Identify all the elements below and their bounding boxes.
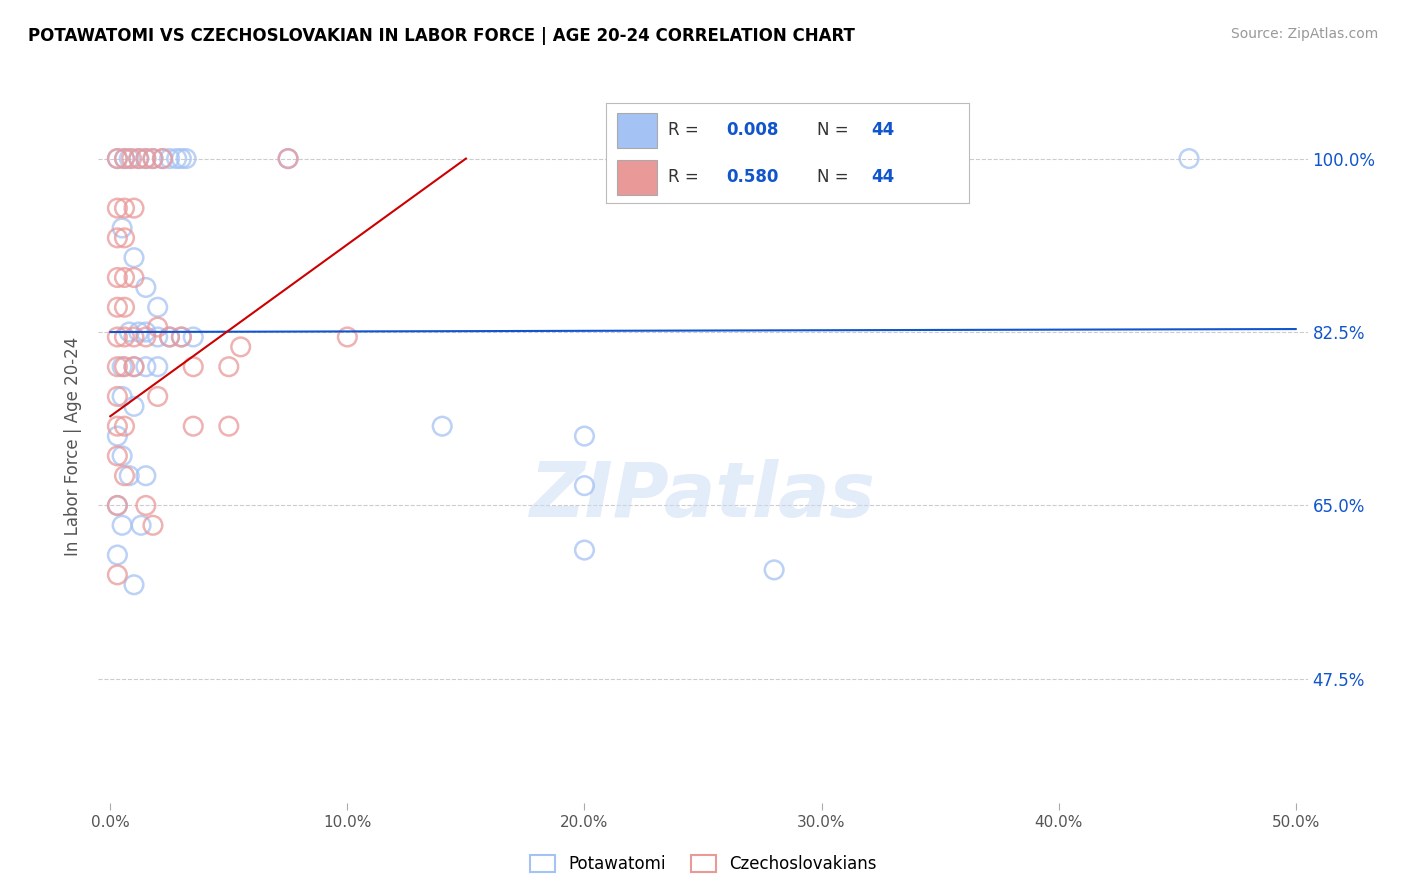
Point: [574, 429, 596, 443]
Point: [810, 152, 832, 166]
Point: [114, 152, 136, 166]
Point: [111, 449, 134, 463]
Point: [122, 578, 145, 592]
Point: [122, 330, 145, 344]
Point: [105, 419, 128, 434]
Point: [122, 359, 145, 374]
Point: [114, 152, 136, 166]
Point: [181, 359, 204, 374]
Point: [277, 152, 299, 166]
Point: [135, 499, 157, 513]
Point: [111, 389, 134, 403]
Point: [336, 330, 359, 344]
Point: [142, 152, 165, 166]
Point: [159, 330, 181, 344]
Point: [105, 389, 128, 403]
Point: [105, 152, 128, 166]
Legend: Potawatomi, Czechoslovakians: Potawatomi, Czechoslovakians: [523, 848, 883, 880]
Point: [181, 330, 204, 344]
Point: [114, 300, 136, 314]
Point: [181, 419, 204, 434]
Point: [135, 359, 157, 374]
Point: [170, 330, 193, 344]
Point: [146, 320, 169, 334]
Point: [135, 152, 157, 166]
Point: [146, 330, 169, 344]
Point: [105, 449, 128, 463]
Point: [135, 325, 157, 339]
Point: [105, 231, 128, 245]
Point: [105, 429, 128, 443]
Point: [122, 251, 145, 265]
Point: [229, 340, 252, 354]
Point: [170, 152, 193, 166]
Point: [146, 359, 169, 374]
Point: [277, 152, 299, 166]
Point: [105, 359, 128, 374]
Point: [128, 152, 150, 166]
Point: [114, 201, 136, 215]
Point: [159, 330, 181, 344]
Point: [118, 325, 141, 339]
Point: [105, 567, 128, 582]
Point: [111, 359, 134, 374]
Point: [128, 325, 150, 339]
Point: [122, 201, 145, 215]
Point: [105, 499, 128, 513]
Point: [111, 518, 134, 533]
Point: [105, 548, 128, 562]
Point: [114, 231, 136, 245]
Point: [129, 518, 152, 533]
Point: [122, 359, 145, 374]
Point: [114, 468, 136, 483]
Point: [146, 300, 169, 314]
Y-axis label: In Labor Force | Age 20-24: In Labor Force | Age 20-24: [65, 336, 83, 556]
Point: [135, 280, 157, 294]
Point: [152, 152, 174, 166]
Text: Source: ZipAtlas.com: Source: ZipAtlas.com: [1230, 27, 1378, 41]
Point: [432, 419, 454, 434]
Point: [763, 563, 786, 577]
Point: [105, 201, 128, 215]
Text: POTAWATOMI VS CZECHOSLOVAKIAN IN LABOR FORCE | AGE 20-24 CORRELATION CHART: POTAWATOMI VS CZECHOSLOVAKIAN IN LABOR F…: [28, 27, 855, 45]
Point: [118, 468, 141, 483]
Point: [105, 330, 128, 344]
Point: [574, 543, 596, 558]
Point: [142, 518, 165, 533]
Point: [135, 468, 157, 483]
Point: [122, 400, 145, 414]
Point: [114, 359, 136, 374]
Point: [135, 330, 157, 344]
Point: [114, 330, 136, 344]
Point: [574, 478, 596, 492]
Point: [121, 152, 143, 166]
Point: [114, 270, 136, 285]
Point: [1178, 152, 1201, 166]
Text: ZIPatlas: ZIPatlas: [530, 459, 876, 533]
Point: [135, 152, 157, 166]
Point: [118, 152, 141, 166]
Point: [142, 152, 165, 166]
Point: [159, 152, 181, 166]
Point: [114, 419, 136, 434]
Point: [152, 152, 174, 166]
Point: [146, 389, 169, 403]
Point: [105, 499, 128, 513]
Point: [166, 152, 188, 166]
Point: [111, 221, 134, 235]
Point: [170, 330, 193, 344]
Point: [218, 359, 240, 374]
Point: [174, 152, 197, 166]
Point: [128, 152, 150, 166]
Point: [122, 270, 145, 285]
Point: [105, 152, 128, 166]
Point: [105, 270, 128, 285]
Point: [105, 300, 128, 314]
Point: [218, 419, 240, 434]
